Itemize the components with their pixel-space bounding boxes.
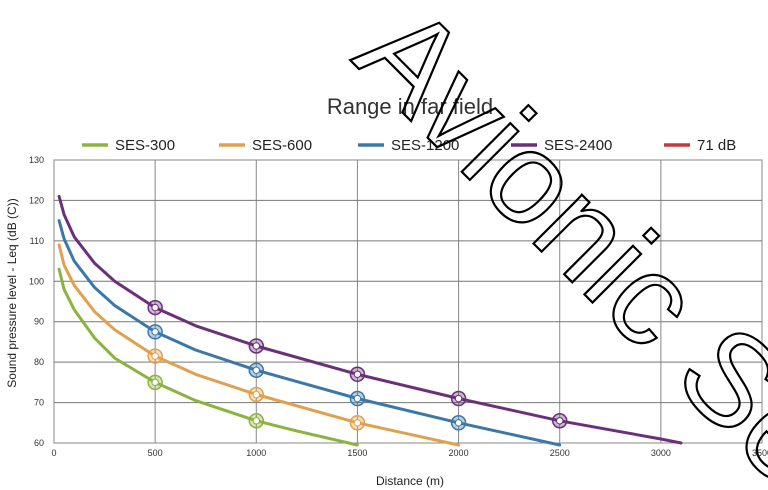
series-line-ses-600	[57, 243, 461, 447]
legend-label: 71 dB	[697, 137, 736, 154]
x-tick-label: 1000	[246, 448, 266, 458]
series-line-ses-1200	[57, 219, 562, 447]
data-point	[151, 378, 159, 387]
data-point	[454, 419, 463, 427]
x-tick-label: 3000	[651, 448, 671, 458]
data-point	[252, 366, 260, 374]
data-point	[454, 394, 463, 403]
y-tick-label: 80	[34, 357, 44, 367]
data-point	[353, 419, 362, 427]
data-point	[353, 370, 362, 378]
x-tick-label: 2500	[550, 448, 570, 458]
tick-labels: 0 500 1000 1500 2000 2500 3000 3500 60 70 80 90 100 1…	[29, 155, 768, 458]
data-point	[151, 352, 159, 360]
x-tick-label: 1500	[347, 448, 367, 458]
y-tick-label: 110	[30, 236, 44, 246]
x-tick-label: 3500	[752, 448, 768, 458]
chart-title: Range in far field	[327, 94, 493, 119]
x-tick-label: 500	[148, 448, 163, 458]
data-point	[252, 417, 260, 425]
x-axis-label: Distance (m)	[376, 474, 444, 488]
x-tick-label: 0	[51, 448, 56, 458]
data-point	[556, 417, 564, 425]
data-point	[252, 342, 260, 350]
watermark: Avionic Se	[330, 0, 768, 490]
data-point	[252, 390, 260, 399]
grid	[53, 159, 763, 444]
x-tick-label: 2000	[449, 448, 469, 458]
y-axis-label: Sound pressure level - Leq (dB (C))	[5, 198, 19, 387]
legend-label: SES-1200	[391, 137, 459, 154]
data-point	[151, 303, 159, 312]
legend: SES-300 SES-600 SES-1200 SES-2400 71 dB	[82, 137, 736, 154]
y-tick-label: 100	[29, 276, 44, 286]
data-point	[151, 328, 159, 336]
legend-label: SES-600	[252, 137, 312, 154]
data-point	[353, 394, 362, 403]
plot-frame	[53, 159, 763, 444]
series-layer	[57, 194, 683, 447]
y-tick-label: 60	[34, 438, 44, 448]
y-tick-label: 130	[29, 155, 44, 165]
y-tick-label: 70	[34, 398, 44, 408]
y-tick-label: 120	[29, 195, 44, 205]
legend-label: SES-2400	[544, 137, 612, 154]
legend-label: SES-300	[115, 137, 175, 154]
series-line-ses-300	[57, 267, 359, 447]
y-tick-label: 90	[34, 317, 44, 327]
